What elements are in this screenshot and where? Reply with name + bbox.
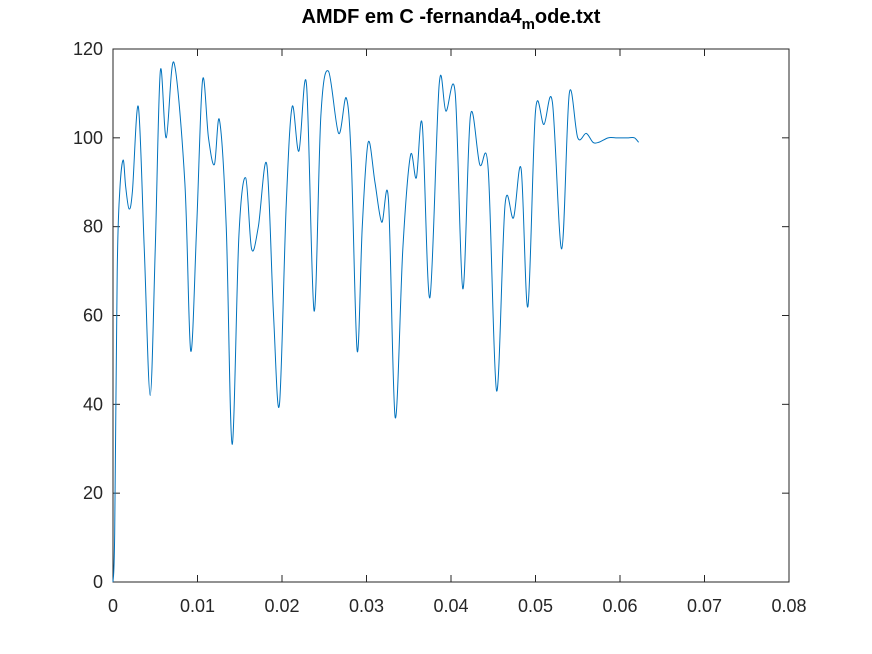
plot-frame bbox=[112, 48, 790, 583]
x-tick-label: 0.01 bbox=[180, 596, 215, 616]
y-tick-label: 60 bbox=[83, 306, 103, 326]
x-tick-label: 0.05 bbox=[518, 596, 553, 616]
x-tick-label: 0.03 bbox=[349, 596, 384, 616]
y-tick-label: 120 bbox=[73, 39, 103, 59]
x-tick-label: 0.02 bbox=[264, 596, 299, 616]
y-tick-label: 40 bbox=[83, 394, 103, 414]
y-tick-label: 100 bbox=[73, 128, 103, 148]
y-tick-label: 20 bbox=[83, 483, 103, 503]
x-tick-label: 0 bbox=[108, 596, 118, 616]
x-axis: 0 0.01 0.02 0.03 0.04 0.05 0.06 0.07 0.08 bbox=[108, 49, 807, 616]
y-axis: 0 20 40 60 80 100 120 bbox=[73, 39, 789, 592]
x-tick-label: 0.08 bbox=[771, 596, 806, 616]
series-line bbox=[112, 61, 639, 583]
y-tick-label: 80 bbox=[83, 217, 103, 237]
x-tick-label: 0.07 bbox=[687, 596, 722, 616]
y-tick-label: 0 bbox=[93, 572, 103, 592]
chart-title: AMDF em C -fernanda4mode.txt bbox=[302, 6, 601, 33]
x-tick-label: 0.06 bbox=[602, 596, 637, 616]
series-layer bbox=[112, 61, 639, 583]
x-tick-label: 0.04 bbox=[433, 596, 468, 616]
